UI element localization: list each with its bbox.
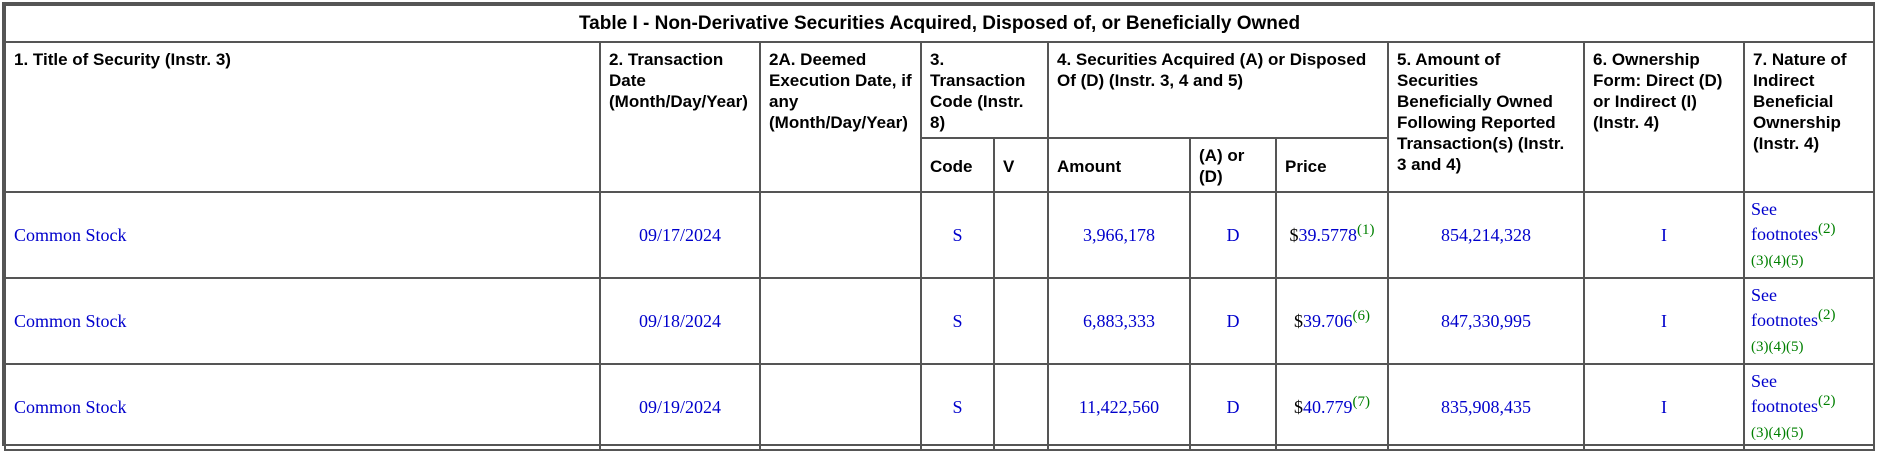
cell-title-of-security: Common Stock [4, 277, 601, 365]
nature-footnote-refs: (3)(4)(5) [1751, 424, 1804, 441]
footnotes-text: footnotes [1751, 309, 1818, 330]
cell-amount-owned: 854,214,328 [1387, 191, 1585, 279]
nature-footnote: (2) [1818, 220, 1836, 237]
table-row: Common Stock 09/19/2024 S 11,422,560 D $… [4, 363, 1876, 451]
price-symbol: $ [1294, 310, 1303, 331]
cell-a-or-d: D [1189, 363, 1277, 451]
cell-price: $39.5778(1) [1275, 191, 1389, 279]
cell-nature-of-ownership: See footnotes(2) (3)(4)(5) [1742, 191, 1876, 279]
cell-price: $40.779(7) [1275, 363, 1389, 451]
price-footnote: (7) [1352, 393, 1371, 410]
cell-v [993, 277, 1049, 365]
cell-transaction-date: 09/19/2024 [599, 363, 761, 451]
header-ownership-form: 6. Ownership Form: Direct (D) or Indirec… [1583, 41, 1745, 193]
subheader-v: V [993, 137, 1049, 193]
table-row: Common Stock 09/18/2024 S 6,883,333 D $3… [4, 277, 1876, 365]
cell-nature-of-ownership: See footnotes(2) (3)(4)(5) [1742, 277, 1876, 365]
subheader-code: Code [920, 137, 995, 193]
subheader-a-or-d: (A) or (D) [1189, 137, 1277, 193]
header-securities-acquired-disposed: 4. Securities Acquired (A) or Disposed O… [1047, 41, 1389, 139]
header-transaction-code: 3. Transaction Code (Instr. 8) [920, 41, 1049, 139]
header-nature-of-ownership: 7. Nature of Indirect Beneficial Ownersh… [1742, 41, 1876, 193]
price-footnote: (1) [1357, 221, 1375, 238]
header-deemed-execution-date: 2A. Deemed Execution Date, if any (Month… [759, 41, 922, 193]
price-value: 40.779 [1303, 396, 1353, 417]
price-value: 39.706 [1303, 310, 1353, 331]
price-symbol: $ [1294, 396, 1303, 417]
cell-transaction-date: 09/18/2024 [599, 277, 761, 365]
price-footnote: (6) [1352, 307, 1371, 324]
table-title: Table I - Non-Derivative Securities Acqu… [3, 4, 1876, 43]
cell-amount-owned: 835,908,435 [1387, 363, 1585, 451]
cell-v [993, 363, 1049, 451]
nature-footnote: (2) [1818, 306, 1836, 323]
cell-nature-of-ownership: See footnotes(2) (3)(4)(5) [1742, 363, 1876, 451]
price-value: 39.5778 [1298, 224, 1358, 245]
nature-footnote: (2) [1818, 392, 1836, 409]
cell-amount: 11,422,560 [1047, 363, 1191, 451]
header-amount-owned: 5. Amount of Securities Beneficially Own… [1387, 41, 1585, 193]
cell-ownership-form: I [1583, 363, 1745, 451]
header-transaction-date: 2. Transaction Date (Month/Day/Year) [599, 41, 761, 193]
cell-amount-owned: 847,330,995 [1387, 277, 1585, 365]
cell-title-of-security: Common Stock [4, 363, 601, 451]
cell-amount: 6,883,333 [1047, 277, 1191, 365]
cell-code: S [920, 363, 995, 451]
see-footnotes-text: See [1751, 370, 1777, 391]
footnotes-text: footnotes [1751, 395, 1818, 416]
table-row: Common Stock 09/17/2024 S 3,966,178 D $3… [4, 191, 1876, 279]
nature-footnote-refs: (3)(4)(5) [1751, 338, 1804, 355]
footnotes-text: footnotes [1751, 223, 1818, 244]
cell-v [993, 191, 1049, 279]
non-derivative-securities-table: Table I - Non-Derivative Securities Acqu… [3, 4, 1876, 451]
cell-deemed-execution-date [759, 363, 922, 451]
subheader-amount: Amount [1047, 137, 1191, 193]
cell-ownership-form: I [1583, 277, 1745, 365]
price-symbol: $ [1289, 224, 1299, 245]
cell-title-of-security: Common Stock [4, 191, 601, 279]
cell-code: S [920, 277, 995, 365]
see-footnotes-text: See [1751, 198, 1777, 219]
cell-a-or-d: D [1189, 277, 1277, 365]
see-footnotes-text: See [1751, 284, 1777, 305]
cell-deemed-execution-date [759, 277, 922, 365]
cell-a-or-d: D [1189, 191, 1277, 279]
subheader-price: Price [1275, 137, 1389, 193]
cell-transaction-date: 09/17/2024 [599, 191, 761, 279]
nature-footnote-refs: (3)(4)(5) [1751, 252, 1804, 269]
cell-deemed-execution-date [759, 191, 922, 279]
cell-amount: 3,966,178 [1047, 191, 1191, 279]
header-title-of-security: 1. Title of Security (Instr. 3) [4, 41, 601, 193]
cell-price: $39.706(6) [1275, 277, 1389, 365]
cell-code: S [920, 191, 995, 279]
cell-ownership-form: I [1583, 191, 1745, 279]
